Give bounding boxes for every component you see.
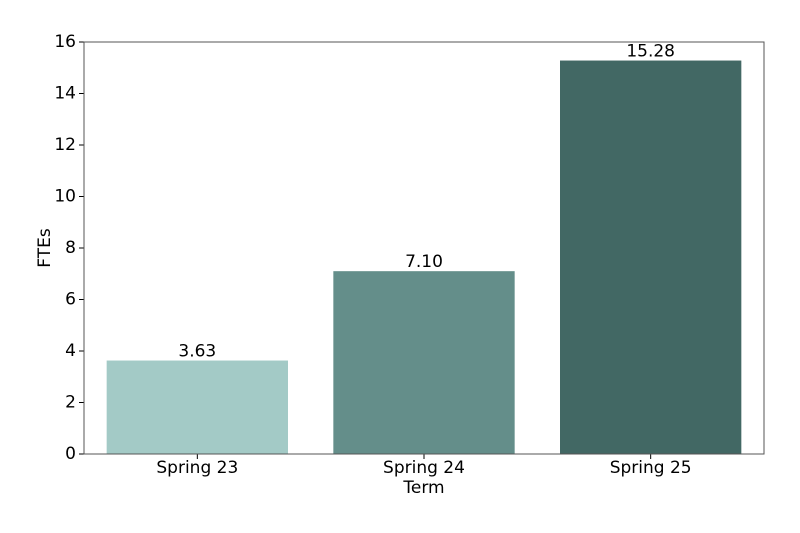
value-label: 3.63 bbox=[178, 342, 216, 362]
x-tick-label: Spring 23 bbox=[156, 458, 238, 478]
y-tick-label: 2 bbox=[65, 393, 76, 413]
value-label: 15.28 bbox=[626, 42, 675, 62]
y-tick-label: 16 bbox=[54, 32, 76, 52]
y-tick-label: 4 bbox=[65, 341, 76, 361]
x-axis-label: Term bbox=[402, 478, 444, 498]
y-tick-label: 10 bbox=[54, 187, 76, 207]
plot-frame bbox=[83, 41, 765, 455]
x-tick-label: Spring 24 bbox=[383, 458, 465, 478]
y-tick-label: 0 bbox=[65, 444, 76, 464]
bar bbox=[560, 60, 742, 454]
y-tick-label: 6 bbox=[65, 290, 76, 310]
y-tick-label: 8 bbox=[65, 238, 76, 258]
y-tick-label: 14 bbox=[54, 84, 76, 104]
value-label: 7.10 bbox=[405, 252, 443, 272]
bar bbox=[333, 271, 515, 454]
y-tick-label: 12 bbox=[54, 135, 76, 155]
x-tick-label: Spring 25 bbox=[610, 458, 692, 478]
y-axis-label: FTEs bbox=[35, 228, 55, 268]
bar bbox=[106, 360, 289, 454]
